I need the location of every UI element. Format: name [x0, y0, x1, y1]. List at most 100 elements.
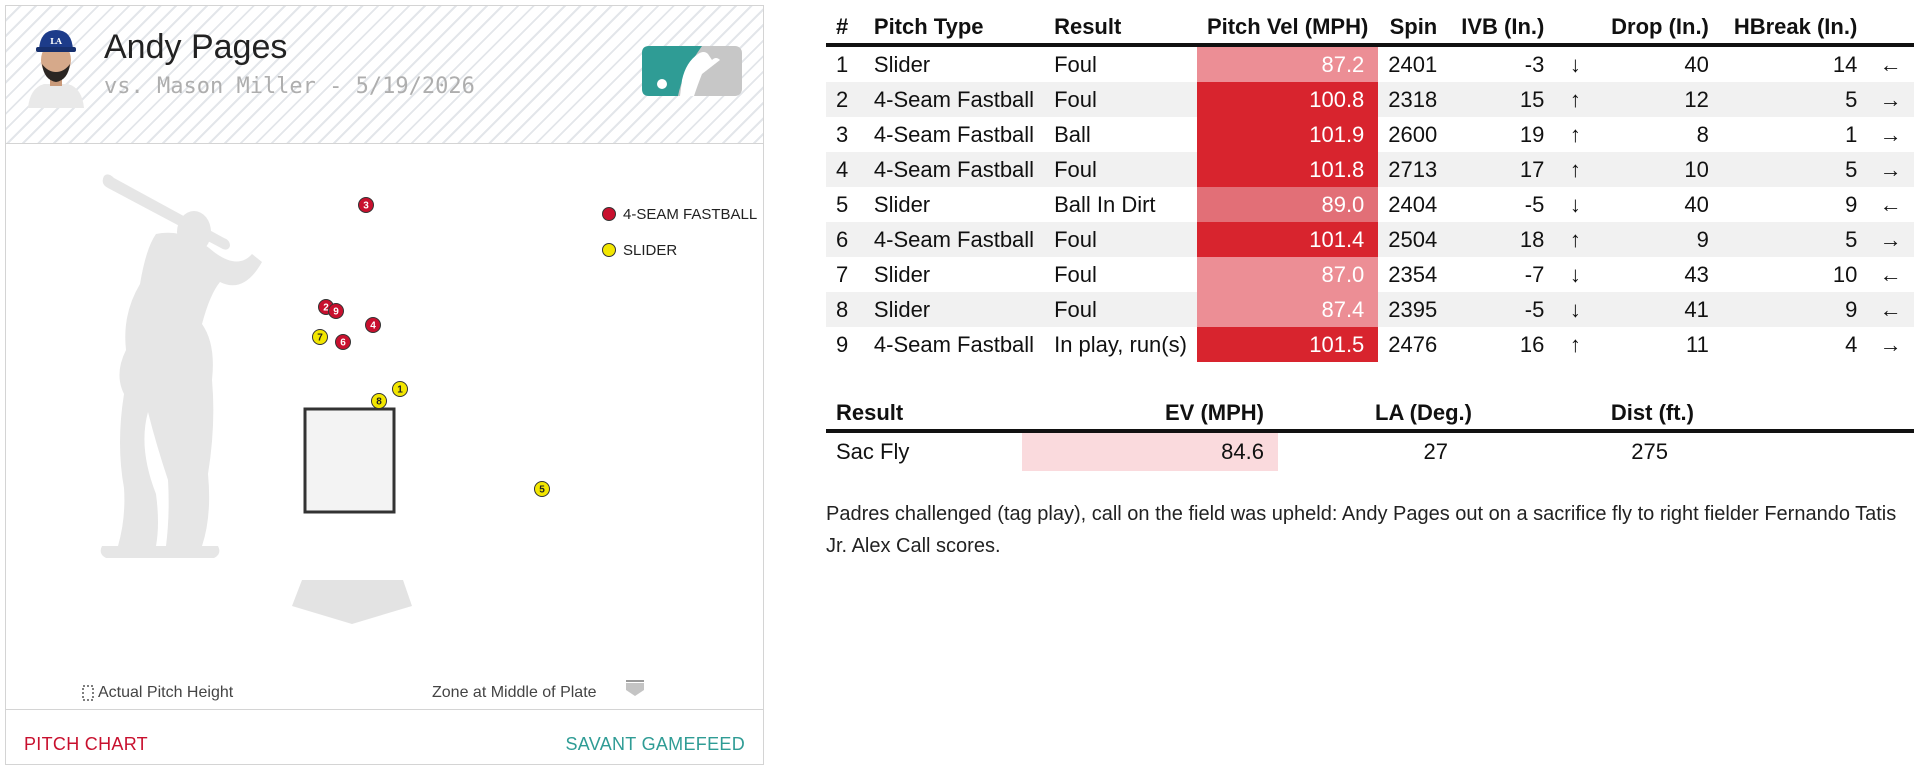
pitch-dot — [392, 381, 408, 397]
pitch-number-cell: 6 — [826, 222, 864, 257]
spin-rate-cell: 2504 — [1378, 222, 1448, 257]
ivb-arrow-icon: ↑ — [1569, 121, 1581, 147]
pitch-velocity-cell: 87.0 — [1196, 257, 1379, 292]
pitch-type-cell: Slider — [873, 191, 931, 217]
legend-label: 4-SEAM FASTBALL — [623, 205, 758, 223]
pitch-number-cell: 2 — [826, 82, 864, 117]
table-row: 3 4-Seam Fastball Ball 101.9 2600 19 ↑ 8 1 → — [826, 117, 1914, 152]
hbreak-arrow-icon: ← — [1879, 51, 1902, 77]
drop-cell: 40 — [1684, 191, 1709, 217]
spin-rate-cell: 2354 — [1388, 261, 1438, 287]
col-header-drop: Drop (In.) — [1596, 10, 1719, 47]
ivb-cell: -5 — [1524, 191, 1545, 217]
hbreak-cell: 4 — [1845, 331, 1858, 357]
ivb-cell: 17 — [1447, 152, 1555, 187]
pitch-number-cell: 1 — [836, 51, 849, 77]
result-cell: Foul — [1044, 82, 1197, 117]
result-header-row: Result EV (MPH) LA (Deg.) Dist (ft.) — [826, 397, 1914, 433]
col-header-spin: Spin — [1378, 10, 1448, 47]
strike-zone — [303, 407, 396, 514]
hbreak-arrow-icon: ← — [1879, 261, 1902, 287]
hbreak-arrow-icon: → — [1879, 121, 1902, 147]
pitch-dot — [371, 393, 387, 409]
result-cell: Foul — [1054, 261, 1097, 287]
pitch-number-cell: 3 — [836, 121, 849, 147]
pitch-dot — [335, 334, 351, 350]
col-header-number: # — [826, 10, 864, 47]
pitch-chart-link[interactable]: PITCH CHART — [24, 734, 148, 754]
launch-angle-cell: 27 — [1423, 439, 1448, 464]
result-cell: Ball In Dirt — [1054, 191, 1156, 217]
pitch-number-cell: 9 — [836, 331, 849, 357]
pitch-marker-4[interactable]: 4 — [365, 317, 381, 333]
result-cell: Foul — [1054, 51, 1097, 77]
result-cell: Foul — [1044, 152, 1197, 187]
pitch-type-cell: 4-Seam Fastball — [873, 331, 1035, 357]
result-cell: Sac Fly — [836, 439, 910, 464]
spin-rate-cell: 2395 — [1378, 292, 1448, 327]
drop-cell: 8 — [1696, 121, 1709, 147]
spin-rate-cell: 2318 — [1378, 82, 1448, 117]
pitch-marker-7[interactable]: 7 — [312, 329, 328, 345]
distance-cell: 275 — [1631, 439, 1668, 464]
card-footer: PITCH CHART SAVANT GAMEFEED — [6, 709, 763, 765]
table-row: 2 4-Seam Fastball Foul 100.8 2318 15 ↑ 12 5 → — [826, 82, 1914, 117]
pitch-number-label: 7 — [317, 333, 323, 344]
exit-velocity-cell: 84.6 — [1022, 431, 1278, 471]
pitch-number-label: 9 — [333, 307, 339, 318]
ivb-arrow-icon: ↓ — [1554, 292, 1597, 327]
col-header-la: LA (Deg.) — [1278, 397, 1480, 433]
legend-item-slider: SLIDER — [602, 232, 757, 268]
pitch-chart-card: LA Andy Pages vs. Mason Miller - 5/19/20… — [5, 5, 764, 765]
hbreak-cell: 14 — [1832, 51, 1858, 77]
pitch-marker-9[interactable]: 9 — [328, 303, 344, 319]
ivb-cell: -7 — [1524, 261, 1545, 287]
col-header-hbreak-arrow — [1867, 10, 1914, 47]
player-name: Andy Pages — [104, 28, 288, 66]
card-header: LA Andy Pages vs. Mason Miller - 5/19/20… — [6, 6, 763, 144]
col-header-ev: EV (MPH) — [1022, 397, 1278, 433]
ivb-cell: -3 — [1524, 51, 1545, 77]
ivb-arrow-icon: ↑ — [1554, 82, 1597, 117]
pitch-marker-6[interactable]: 6 — [335, 334, 351, 350]
pitch-number-cell: 5 — [836, 191, 849, 217]
pitch-marker-1[interactable]: 1 — [392, 381, 408, 397]
spacer-cell — [1724, 431, 1914, 471]
spin-rate-cell: 2401 — [1388, 51, 1438, 77]
spin-rate-cell: 2404 — [1388, 191, 1438, 217]
savant-gamefeed-link[interactable]: SAVANT GAMEFEED — [565, 734, 745, 754]
pitch-marker-3[interactable]: 3 — [358, 197, 374, 213]
hbreak-cell: 9 — [1718, 292, 1868, 327]
col-header-spacer — [1724, 397, 1914, 433]
table-row: 7 Slider Foul 87.0 2354 -7 ↓ 43 10 ← — [826, 257, 1914, 292]
pitch-velocity-cell: 101.5 — [1196, 327, 1379, 362]
result-cell: In play, run(s) — [1054, 331, 1187, 357]
pitch-type-cell: 4-Seam Fastball — [863, 222, 1045, 257]
hbreak-cell: 9 — [1845, 191, 1858, 217]
dashed-box-icon — [82, 685, 94, 701]
table-row: 9 4-Seam Fastball In play, run(s) 101.5 2476… — [826, 327, 1914, 362]
pitch-legend: 4-SEAM FASTBALL SLIDER — [602, 196, 757, 268]
pitch-velocity-cell: 87.2 — [1196, 45, 1379, 82]
pitch-number-cell: 7 — [836, 261, 849, 287]
drop-cell: 10 — [1596, 152, 1719, 187]
pitch-number-label: 1 — [397, 385, 403, 396]
pitch-number-label: 8 — [376, 397, 382, 408]
note-label: Zone at Middle of Plate — [432, 684, 597, 701]
hbreak-arrow-icon: → — [1879, 331, 1902, 357]
batter-silhouette — [100, 174, 262, 558]
pitch-dot — [358, 197, 374, 213]
pitch-marker-8[interactable]: 8 — [371, 393, 387, 409]
table-header-row: # Pitch Type Result Pitch Vel (MPH) Spin… — [826, 10, 1914, 47]
pitch-type-cell: 4-Seam Fastball — [873, 121, 1035, 147]
result-cell: Foul — [1044, 222, 1197, 257]
table-row: 4 4-Seam Fastball Foul 101.8 2713 17 ↑ 10 5 → — [826, 152, 1914, 187]
ivb-arrow-icon: ↑ — [1554, 222, 1597, 257]
player-headshot: LA — [28, 30, 84, 108]
col-header-dist: Dist (ft.) — [1480, 397, 1724, 433]
ivb-arrow-icon: ↓ — [1569, 261, 1581, 287]
pitch-marker-5[interactable]: 5 — [534, 481, 550, 497]
pitch-velocity-cell: 101.4 — [1196, 222, 1379, 257]
pitch-number-label: 3 — [363, 201, 369, 212]
ivb-cell: 16 — [1519, 331, 1545, 357]
